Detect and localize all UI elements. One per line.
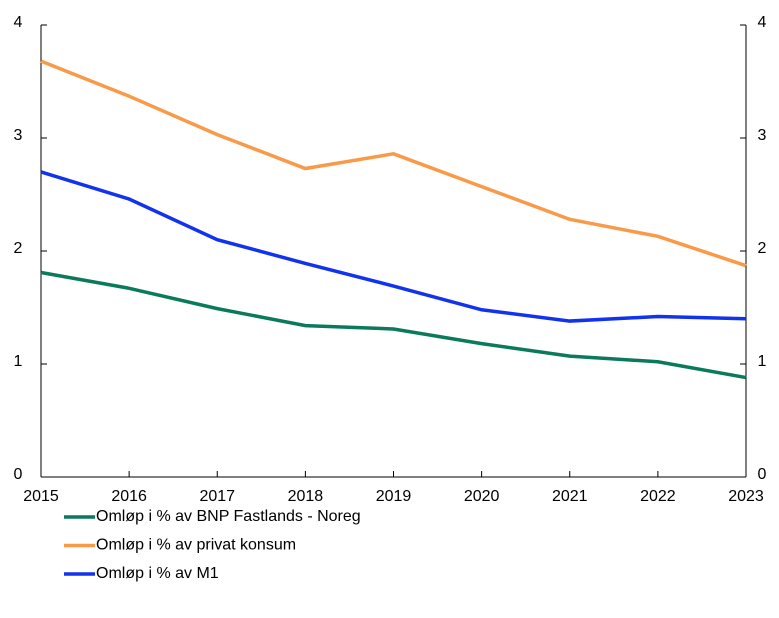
x-tick-label: 2016 bbox=[111, 488, 147, 505]
x-tick-label: 2021 bbox=[552, 488, 588, 505]
y2-tick-label: 2 bbox=[758, 240, 767, 257]
x-tick-label: 2022 bbox=[640, 488, 676, 505]
y-tick-label: 1 bbox=[14, 353, 23, 370]
y-tick-label: 4 bbox=[14, 14, 23, 31]
y2-tick-label: 3 bbox=[758, 127, 767, 144]
y2-tick-label: 4 bbox=[758, 14, 767, 31]
x-tick-label: 2023 bbox=[728, 488, 764, 505]
legend-label: Omløp i % av BNP Fastlands - Noreg bbox=[96, 508, 361, 525]
legend-label: Omløp i % av M1 bbox=[96, 565, 219, 582]
x-tick-label: 2018 bbox=[288, 488, 324, 505]
x-tick-label: 2019 bbox=[376, 488, 412, 505]
series-line bbox=[40, 170, 747, 323]
x-tick-label: 2017 bbox=[199, 488, 235, 505]
x-tick-label: 2015 bbox=[23, 488, 59, 505]
series-line bbox=[40, 270, 747, 380]
y-tick-label: 0 bbox=[14, 466, 23, 483]
y2-tick-label: 0 bbox=[758, 466, 767, 483]
y-tick-label: 3 bbox=[14, 127, 23, 144]
series-line bbox=[40, 59, 747, 268]
y-tick-label: 2 bbox=[14, 240, 23, 257]
x-tick-label: 2020 bbox=[464, 488, 500, 505]
y2-tick-label: 1 bbox=[758, 353, 767, 370]
legend-label: Omløp i % av privat konsum bbox=[96, 537, 296, 554]
